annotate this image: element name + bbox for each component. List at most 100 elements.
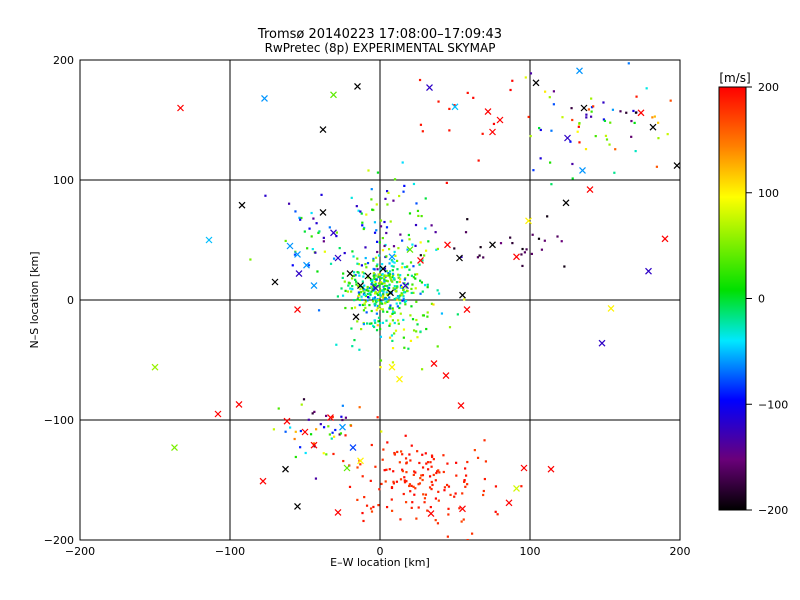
data-point	[578, 141, 581, 144]
data-point	[537, 237, 541, 240]
data-point	[377, 254, 381, 257]
data-point	[418, 78, 422, 82]
data-cross	[334, 508, 342, 516]
data-point	[540, 248, 544, 251]
data-point	[509, 236, 512, 239]
data-point	[461, 492, 464, 495]
data-point	[453, 247, 456, 250]
data-point	[397, 273, 400, 276]
data-cross	[330, 91, 337, 99]
data-point	[393, 261, 396, 264]
data-point	[464, 485, 467, 488]
data-point	[312, 217, 315, 220]
data-point	[373, 325, 376, 329]
data-point	[395, 287, 398, 290]
data-point	[419, 330, 422, 333]
data-point	[416, 273, 419, 276]
data-point	[332, 257, 336, 260]
data-point	[349, 287, 352, 290]
data-point	[424, 493, 428, 496]
data-point	[379, 359, 383, 362]
data-point	[360, 212, 363, 215]
data-point	[405, 480, 408, 483]
data-point	[311, 248, 314, 251]
data-cross	[339, 423, 346, 431]
data-point	[365, 504, 369, 507]
data-cross	[444, 241, 451, 249]
data-point	[520, 253, 523, 256]
data-point	[272, 428, 276, 431]
data-point	[392, 287, 395, 290]
data-cross	[171, 444, 178, 452]
data-cross	[586, 186, 594, 194]
data-point	[374, 274, 377, 277]
data-point	[387, 248, 391, 251]
data-cross	[607, 304, 615, 312]
data-point	[362, 227, 365, 231]
data-point	[430, 480, 433, 484]
data-point	[634, 111, 638, 114]
data-point	[411, 318, 415, 321]
data-point	[432, 458, 435, 461]
data-point	[473, 449, 476, 452]
data-point	[388, 270, 392, 273]
data-point	[447, 513, 450, 516]
data-point	[529, 72, 533, 75]
data-point	[350, 327, 353, 330]
data-point	[358, 459, 361, 462]
data-point	[370, 198, 373, 201]
data-point	[356, 466, 359, 469]
data-point	[393, 321, 396, 325]
data-point	[368, 292, 371, 295]
data-cross	[645, 267, 652, 275]
data-point	[364, 256, 367, 260]
data-point	[406, 283, 410, 286]
data-point	[430, 487, 433, 491]
data-point	[404, 457, 408, 460]
data-point	[462, 518, 465, 521]
data-point	[400, 293, 403, 296]
data-point	[373, 292, 377, 295]
data-point	[368, 286, 371, 290]
data-cross	[364, 272, 372, 280]
data-cross	[463, 306, 471, 314]
data-point	[374, 256, 378, 259]
data-cross	[310, 282, 318, 290]
data-point	[386, 441, 389, 444]
data-point	[383, 274, 386, 277]
colorbar-tick-label: −100	[758, 398, 788, 411]
data-point	[357, 209, 360, 212]
data-point	[373, 296, 377, 299]
y-tick-label: −100	[44, 414, 74, 427]
data-cross	[456, 254, 463, 262]
data-point	[436, 345, 439, 348]
data-point	[406, 273, 410, 277]
data-point	[377, 293, 380, 297]
data-point	[341, 294, 345, 297]
data-point	[381, 458, 384, 461]
y-tick-label: 0	[67, 294, 74, 307]
data-point	[372, 297, 375, 300]
data-cross	[259, 477, 267, 485]
data-point	[372, 505, 375, 509]
data-point	[436, 289, 439, 292]
data-point	[367, 276, 370, 279]
data-point	[344, 289, 347, 292]
data-point	[371, 279, 374, 283]
data-point	[421, 130, 424, 133]
data-cross	[303, 261, 310, 269]
data-point	[391, 309, 395, 312]
data-point	[364, 246, 367, 249]
data-point	[434, 497, 438, 500]
data-point	[350, 290, 353, 293]
colorbar-tick-label: −200	[758, 504, 788, 517]
data-point	[410, 444, 413, 447]
data-cross	[388, 253, 396, 261]
data-point	[543, 239, 546, 242]
data-point	[426, 509, 429, 512]
data-point	[426, 283, 429, 286]
data-point	[389, 304, 392, 307]
data-point	[424, 227, 427, 230]
data-cross	[576, 67, 583, 75]
data-cross	[513, 484, 520, 492]
